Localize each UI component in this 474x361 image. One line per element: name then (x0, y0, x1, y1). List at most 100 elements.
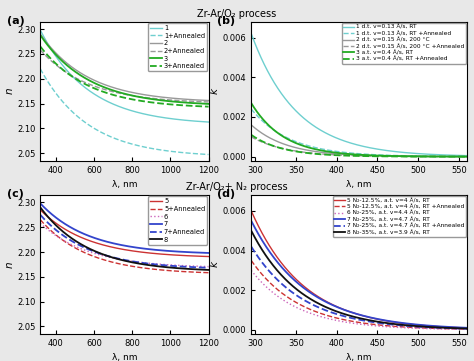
1 d.t. v=0.13 Å/s, RT +Annealed (464, 154, 470, 158)
1 d.t. v=0.13 Å/s, RT +Annealed (346, 151, 352, 155)
6 N₂-25%, a.t. v=4.4 Å/s, RT (346, 321, 352, 325)
7 (150, 247, 155, 252)
3 a.t. v=0.4 Å/s, RT +Annealed (375, 154, 381, 158)
7 N₂-25%, a.t. v=4.7 Å/s, RT (375, 317, 381, 321)
Line: 5+Annealed: 5+Annealed (40, 220, 209, 273)
1+Annealed (137, 144, 142, 148)
3 a.t. v=0.4 Å/s, RT +Annealed (464, 155, 470, 159)
2+Annealed (67, 73, 73, 77)
7 N₂-25%, a.t. v=4.7 Å/s, RT (346, 309, 352, 314)
3 a.t. v=0.4 Å/s, RT (248, 101, 254, 105)
1+Annealed (206, 152, 211, 157)
6 (137, 260, 142, 264)
6 (67, 242, 73, 246)
1+Annealed (164, 149, 170, 153)
3+Annealed (137, 99, 142, 103)
7 N₂-25%, a.t. v=4.7 Å/s, RT +Annealed (411, 324, 417, 329)
Text: Zr-Ar/O₂+ N₂ process: Zr-Ar/O₂+ N₂ process (186, 182, 288, 192)
8 N₂-35%, a.t. v=3.9 Å/s, RT (375, 319, 381, 324)
1 d.t. v=0.13 Å/s, RT +Annealed (248, 107, 254, 111)
7 (114, 242, 119, 246)
2 d.t. v=0.15 Å/s, 200 °C +Annealed (346, 153, 352, 158)
2 (67, 64, 73, 68)
5 N₂-12.5%, a.t. v=4 Å/s, RT +Annealed (248, 258, 254, 262)
Legend: 1, 1+Annealed, 2, 2+Annealed, 3, 3+Annealed: 1, 1+Annealed, 2, 2+Annealed, 3, 3+Annea… (148, 23, 207, 71)
5 N₂-12.5%, a.t. v=4 Å/s, RT (392, 320, 398, 325)
Text: (c): (c) (7, 190, 24, 199)
6 N₂-25%, a.t. v=4.4 Å/s, RT (287, 301, 292, 306)
2 d.t. v=0.15 Å/s, 200 °C +Annealed (392, 154, 398, 158)
6 (164, 262, 170, 267)
5 N₂-12.5%, a.t. v=4 Å/s, RT +Annealed (287, 296, 292, 300)
7 N₂-25%, a.t. v=4.7 Å/s, RT (304, 288, 310, 292)
Line: 7 N₂-25%, a.t. v=4.7 Å/s, RT: 7 N₂-25%, a.t. v=4.7 Å/s, RT (251, 221, 467, 328)
Y-axis label: k: k (210, 88, 220, 94)
3 a.t. v=0.4 Å/s, RT (464, 155, 470, 159)
Line: 2: 2 (40, 34, 209, 100)
3 a.t. v=0.4 Å/s, RT (375, 153, 381, 158)
7+Annealed (67, 238, 73, 242)
Legend: 1 d.t. v=0.13 Å/s, RT, 1 d.t. v=0.13 Å/s, RT +Annealed, 2 d.t. v=0.15 Å/s, 200 °: 1 d.t. v=0.13 Å/s, RT, 1 d.t. v=0.13 Å/s… (342, 23, 466, 64)
7 (37, 201, 43, 205)
Text: (d): (d) (217, 190, 235, 199)
1 d.t. v=0.13 Å/s, RT (248, 31, 254, 36)
1 (114, 103, 119, 108)
Y-axis label: n: n (4, 88, 14, 95)
Line: 6: 6 (40, 223, 209, 266)
1 d.t. v=0.13 Å/s, RT (411, 151, 417, 156)
5+Annealed (206, 270, 211, 275)
5 N₂-12.5%, a.t. v=4 Å/s, RT +Annealed (304, 306, 310, 310)
3 (137, 95, 142, 99)
2 (137, 92, 142, 96)
3 a.t. v=0.4 Å/s, RT +Annealed (411, 155, 417, 159)
7 (137, 246, 142, 250)
2 (114, 86, 119, 91)
X-axis label: λ, nm: λ, nm (346, 353, 372, 361)
5 N₂-12.5%, a.t. v=4 Å/s, RT (464, 326, 470, 330)
8 (164, 265, 170, 269)
2+Annealed (137, 95, 142, 99)
1 d.t. v=0.13 Å/s, RT (346, 140, 352, 145)
2 d.t. v=0.15 Å/s, 200 °C (346, 152, 352, 157)
7 N₂-25%, a.t. v=4.7 Å/s, RT +Annealed (287, 288, 292, 292)
1 d.t. v=0.13 Å/s, RT +Annealed (411, 154, 417, 158)
7+Annealed (81, 245, 86, 249)
8 (67, 235, 73, 239)
6 N₂-25%, a.t. v=4.4 Å/s, RT (411, 326, 417, 330)
1 (150, 114, 155, 118)
Line: 2 d.t. v=0.15 Å/s, 200 °C +Annealed: 2 d.t. v=0.15 Å/s, 200 °C +Annealed (251, 137, 467, 157)
1 (37, 28, 43, 32)
2+Annealed (150, 96, 155, 101)
1 d.t. v=0.13 Å/s, RT +Annealed (287, 137, 292, 141)
7 N₂-25%, a.t. v=4.7 Å/s, RT (248, 218, 254, 223)
2 (206, 98, 211, 103)
5+Annealed (150, 267, 155, 271)
3 a.t. v=0.4 Å/s, RT (411, 154, 417, 158)
5 (206, 255, 211, 259)
3 (67, 66, 73, 70)
7 N₂-25%, a.t. v=4.7 Å/s, RT +Annealed (304, 299, 310, 304)
5 (164, 252, 170, 257)
3 a.t. v=0.4 Å/s, RT (392, 154, 398, 158)
Line: 1 d.t. v=0.13 Å/s, RT: 1 d.t. v=0.13 Å/s, RT (251, 34, 467, 156)
3 a.t. v=0.4 Å/s, RT (346, 152, 352, 156)
2+Annealed (206, 100, 211, 104)
1+Annealed (150, 147, 155, 151)
1 d.t. v=0.13 Å/s, RT (464, 153, 470, 158)
7+Annealed (137, 260, 142, 265)
7 (67, 225, 73, 229)
6 N₂-25%, a.t. v=4.4 Å/s, RT (464, 327, 470, 331)
7 (81, 231, 86, 236)
8 N₂-35%, a.t. v=3.9 Å/s, RT (248, 229, 254, 233)
6 (37, 221, 43, 225)
Line: 3: 3 (40, 35, 209, 104)
1 d.t. v=0.13 Å/s, RT +Annealed (304, 143, 310, 147)
Line: 8: 8 (40, 207, 209, 270)
3 a.t. v=0.4 Å/s, RT +Annealed (248, 132, 254, 137)
3 a.t. v=0.4 Å/s, RT (287, 138, 292, 142)
2 d.t. v=0.15 Å/s, 200 °C (392, 154, 398, 158)
8 N₂-35%, a.t. v=3.9 Å/s, RT (304, 295, 310, 299)
3 a.t. v=0.4 Å/s, RT +Annealed (304, 151, 310, 155)
1+Annealed (67, 108, 73, 112)
2 d.t. v=0.15 Å/s, 200 °C (464, 155, 470, 159)
